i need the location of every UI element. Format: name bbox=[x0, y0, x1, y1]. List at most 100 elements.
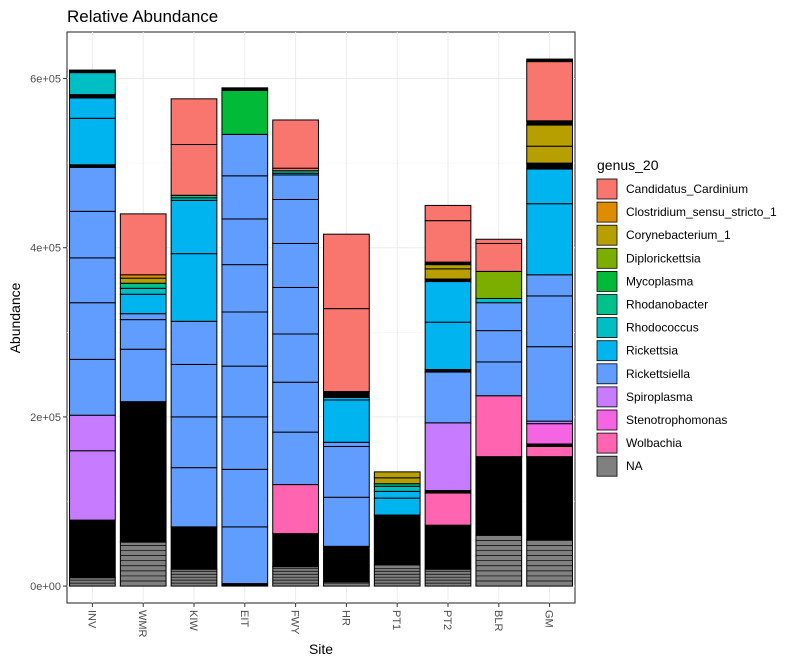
legend-key bbox=[596, 455, 618, 477]
bar-segment-rickettsiella bbox=[170, 320, 218, 365]
x-axis-title: Site bbox=[309, 641, 333, 657]
bar-segment-black bbox=[272, 533, 319, 568]
bar-segment-rickettsiella bbox=[475, 361, 523, 397]
bar-segment-rhodococcus bbox=[119, 287, 167, 295]
bar-segment-rickettsia bbox=[373, 490, 421, 499]
y-tick-label: 0e+00 bbox=[30, 581, 61, 593]
bar-segment-wolbachia bbox=[526, 446, 573, 458]
bar-segment-wolbachia bbox=[272, 484, 319, 535]
legend-label: Rhodanobacter bbox=[626, 298, 708, 312]
bar-segment-rickettsiella bbox=[221, 133, 269, 177]
bar-segment-mycoplasma bbox=[221, 89, 269, 135]
legend-key bbox=[596, 363, 618, 385]
bar-segment-black bbox=[526, 58, 573, 63]
bar-segment-black bbox=[69, 69, 116, 74]
legend-key bbox=[596, 317, 618, 339]
bar-segment-rickettsiella bbox=[221, 311, 269, 367]
bar-segment-candidatus-cardinium bbox=[119, 213, 167, 276]
legend-label: Diplorickettsia bbox=[626, 251, 701, 265]
bar-segment-rickettsiella bbox=[221, 468, 269, 528]
bar-segment-rickettsiella bbox=[323, 441, 370, 448]
bar-segment-rickettsiella bbox=[323, 496, 370, 547]
x-tick-label: INV bbox=[85, 610, 97, 629]
bar-segment-black bbox=[526, 456, 573, 541]
bar-segment-spiroplasma bbox=[424, 422, 472, 491]
bars-group bbox=[69, 58, 573, 587]
bar-segment-rickettsiella bbox=[272, 431, 319, 486]
bar-segment-na bbox=[170, 568, 218, 587]
bar-segment-candidatus-cardinium bbox=[323, 233, 370, 310]
bar-segment-rickettsiella bbox=[221, 526, 269, 585]
legend-label: Spiroplasma bbox=[626, 390, 693, 404]
bar-segment-rickettsia bbox=[323, 399, 370, 443]
bar-segment-spiroplasma bbox=[69, 450, 116, 521]
bar-segment-rickettsia bbox=[170, 199, 218, 255]
bar-eit bbox=[221, 87, 269, 587]
bar-segment-corynebacterium-1 bbox=[373, 477, 421, 485]
legend-key bbox=[596, 201, 618, 223]
y-axis-title: Abundance bbox=[7, 282, 23, 353]
bar-segment-black bbox=[424, 524, 472, 570]
bar-segment-rickettsiella bbox=[272, 381, 319, 433]
bar-segment-black bbox=[475, 456, 523, 536]
bar-segment-rickettsia bbox=[119, 293, 167, 315]
bar-segment-candidatus-cardinium bbox=[323, 308, 370, 393]
x-tick-label: BLR bbox=[492, 610, 504, 631]
x-tick-label: PT1 bbox=[390, 610, 402, 630]
bar-segment-black bbox=[526, 162, 573, 170]
bar-gm bbox=[526, 58, 573, 587]
x-tick-label: FWY bbox=[289, 610, 301, 635]
bar-segment-rickettsiella bbox=[475, 302, 523, 332]
bar-segment-spiroplasma bbox=[69, 414, 116, 452]
bar-segment-rhodanobacter bbox=[119, 282, 167, 289]
bar-segment-rickettsia bbox=[526, 168, 573, 205]
bar-segment-black bbox=[526, 120, 573, 126]
bar-segment-diplorickettsia bbox=[475, 270, 523, 299]
legend-key bbox=[596, 386, 618, 408]
bar-pt2 bbox=[424, 204, 472, 587]
legend-title: genus_20 bbox=[597, 157, 659, 173]
bar-inv bbox=[69, 69, 116, 587]
bar-segment-rickettsiella bbox=[221, 175, 269, 220]
legend-key bbox=[596, 432, 618, 454]
bar-segment-corynebacterium-1 bbox=[119, 277, 167, 284]
bar-segment-rickettsiella bbox=[221, 218, 269, 266]
x-tick-label: KIW bbox=[187, 610, 199, 631]
x-tick-label: EIT bbox=[238, 610, 250, 627]
y-tick-label: 4e+05 bbox=[30, 243, 61, 255]
legend-label: Clostridium_sensu_stricto_1 bbox=[626, 205, 777, 219]
bar-segment-rickettsiella bbox=[119, 348, 167, 403]
bar-segment-rickettsiella bbox=[119, 313, 167, 321]
bar-wmr bbox=[119, 213, 167, 587]
legend-label: Rickettsia bbox=[626, 344, 678, 358]
bar-segment-wolbachia bbox=[424, 492, 472, 526]
bar-segment-black bbox=[69, 519, 116, 579]
bar-segment-rickettsiella bbox=[526, 274, 573, 297]
bar-segment-candidatus-cardinium bbox=[475, 238, 523, 244]
y-axis: 0e+00 2e+05 4e+05 6e+05 bbox=[30, 74, 67, 593]
legend: genus_20 Candidatus_Cardinium Clostridium… bbox=[596, 157, 777, 477]
bar-hr bbox=[323, 233, 370, 587]
bar-segment-corynebacterium-1 bbox=[424, 264, 472, 270]
bar-segment-rickettsiella bbox=[170, 416, 218, 469]
bar-segment-rickettsiella bbox=[424, 371, 472, 424]
bar-segment-rickettsia bbox=[373, 497, 421, 516]
bar-segment-black bbox=[323, 545, 370, 583]
legend-label: NA bbox=[626, 459, 643, 473]
bar-segment-rickettsiella bbox=[69, 166, 116, 212]
bar-segment-black bbox=[373, 514, 421, 566]
bar-segment-rickettsiella bbox=[221, 264, 269, 313]
bar-segment-rickettsiella bbox=[119, 319, 167, 350]
chart-title: Relative Abundance bbox=[67, 7, 218, 26]
legend-key bbox=[596, 178, 618, 200]
bar-segment-black bbox=[221, 87, 269, 91]
bar-segment-corynebacterium-1 bbox=[526, 124, 573, 147]
x-axis: INV WMR KIW EIT FWY HR PT1 PT2 BLR GM bbox=[85, 603, 555, 638]
x-tick-label: GM bbox=[543, 610, 555, 628]
bar-segment-rickettsiella bbox=[272, 333, 319, 383]
bar-segment-corynebacterium-1 bbox=[373, 471, 421, 479]
bar-segment-candidatus-cardinium bbox=[475, 242, 523, 272]
bar-kiw bbox=[170, 98, 218, 587]
legend-key bbox=[596, 340, 618, 362]
